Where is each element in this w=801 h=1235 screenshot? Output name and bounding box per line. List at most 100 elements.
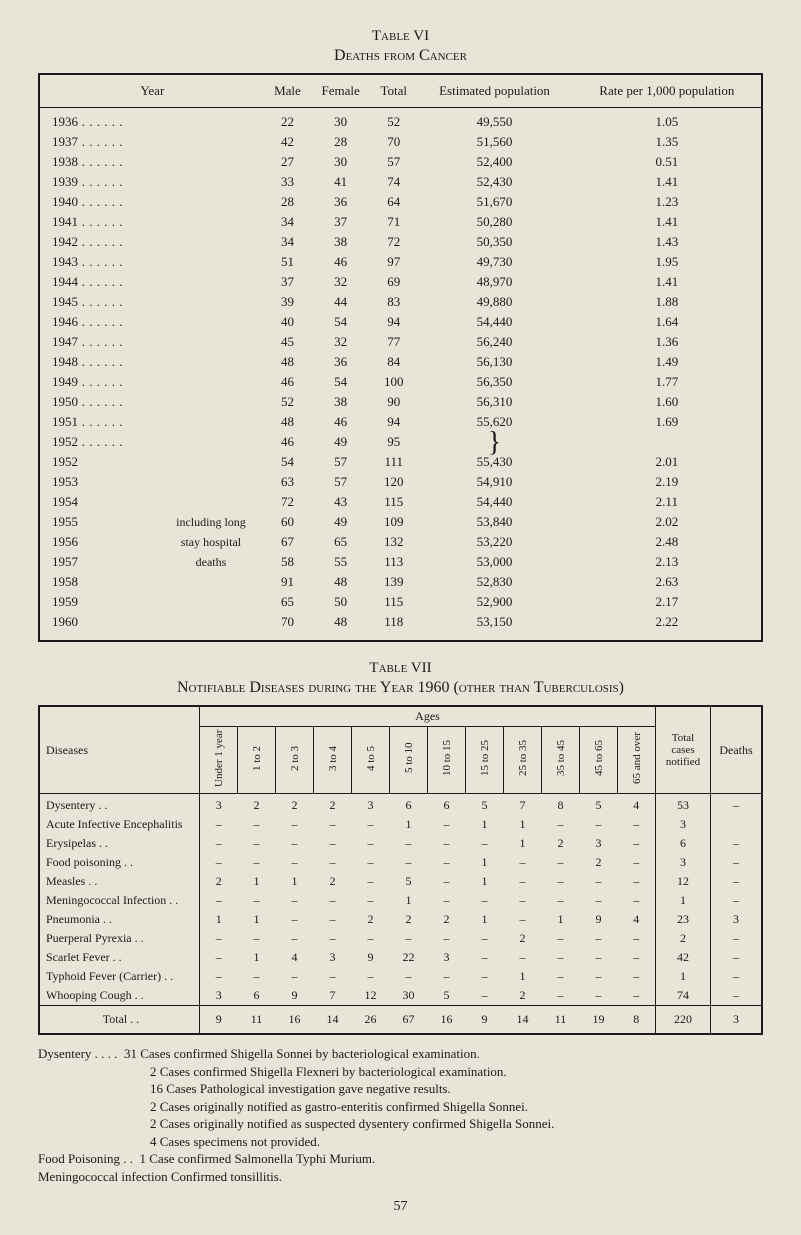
cell-total: 84	[371, 352, 416, 372]
cell-value: –	[618, 929, 656, 948]
cell-note	[157, 332, 264, 352]
cell-value: 6	[390, 794, 428, 816]
cell-total-value: 11	[542, 1006, 580, 1035]
cell-value: –	[542, 986, 580, 1006]
cell-rate: 2.01	[573, 452, 762, 472]
cell-value: –	[580, 815, 618, 834]
cell-deaths: –	[711, 794, 763, 816]
cell-male: 27	[265, 152, 311, 172]
cell-total: 2	[656, 929, 711, 948]
th-age: 3 to 4	[314, 727, 352, 794]
cell-female: 49	[310, 512, 371, 532]
cell-total: 115	[371, 592, 416, 612]
table-row: 1953635712054,9102.19	[39, 472, 762, 492]
cell-value: 4	[276, 948, 314, 967]
cell-female: 48	[310, 572, 371, 592]
cell-female: 46	[310, 252, 371, 272]
cell-rate: 2.11	[573, 492, 762, 512]
cell-value: 2	[504, 929, 542, 948]
cell-value: –	[276, 967, 314, 986]
cell-note	[157, 252, 264, 272]
cell-year: 1959	[39, 592, 157, 612]
cell-total: 83	[371, 292, 416, 312]
cell-value: –	[238, 834, 276, 853]
cell-year: 1943	[39, 252, 157, 272]
cell-male: 65	[265, 592, 311, 612]
table-row: 193933417452,4301.41	[39, 172, 762, 192]
cell-value: 1	[200, 910, 238, 929]
th-pop: Estimated population	[416, 74, 572, 108]
cell-value: 5	[428, 986, 466, 1006]
cell-total: 120	[371, 472, 416, 492]
cell-value: 3	[200, 794, 238, 816]
table-row: 194351469749,7301.95	[39, 252, 762, 272]
cell-rate	[573, 432, 762, 452]
table-row: 1952545711155,4302.01	[39, 452, 762, 472]
th-rate: Rate per 1,000 population	[573, 74, 762, 108]
cell-rate: 1.60	[573, 392, 762, 412]
cell-rate: 1.49	[573, 352, 762, 372]
cell-value: –	[276, 853, 314, 872]
cell-value: 2	[276, 794, 314, 816]
cell-value: –	[618, 986, 656, 1006]
cell-note	[157, 312, 264, 332]
cell-total: 52	[371, 108, 416, 133]
cell-value: 6	[428, 794, 466, 816]
cell-total-cases: 220	[656, 1006, 711, 1035]
cell-female: 44	[310, 292, 371, 312]
cell-value: 5	[466, 794, 504, 816]
cell-disease: Measles . .	[39, 872, 200, 891]
cell-total: 132	[371, 532, 416, 552]
cell-male: 42	[265, 132, 311, 152]
cell-value: 3	[314, 948, 352, 967]
cell-value: 1	[504, 834, 542, 853]
cell-value: 1	[504, 967, 542, 986]
cell-total: 3	[656, 853, 711, 872]
cell-value: –	[504, 872, 542, 891]
cell-note	[157, 472, 264, 492]
cell-value: –	[276, 929, 314, 948]
cell-total: 111	[371, 452, 416, 472]
cell-value: 1	[504, 815, 542, 834]
table-row: 1952464995}	[39, 432, 762, 452]
cell-note	[157, 292, 264, 312]
cell-year: 1958	[39, 572, 157, 592]
cell-year: 1945	[39, 292, 157, 312]
cell-deaths: –	[711, 834, 763, 853]
cell-year: 1952	[39, 452, 157, 472]
cell-value: –	[390, 834, 428, 853]
cell-total: 71	[371, 212, 416, 232]
th-total-cases: Total cases notified	[656, 706, 711, 794]
table-row: 1959655011552,9002.17	[39, 592, 762, 612]
cell-value: –	[238, 967, 276, 986]
cell-value: 1	[390, 815, 428, 834]
cell-male: 28	[265, 192, 311, 212]
cell-year: 1946	[39, 312, 157, 332]
cell-year: 1940	[39, 192, 157, 212]
cell-value: –	[618, 815, 656, 834]
cell-value: –	[238, 815, 276, 834]
cell-pop: 54,440	[416, 312, 572, 332]
cell-pop: 50,280	[416, 212, 572, 232]
cell-rate: 1.64	[573, 312, 762, 332]
th-age: 4 to 5	[352, 727, 390, 794]
cell-deaths: –	[711, 967, 763, 986]
cell-male: 67	[265, 532, 311, 552]
cell-note	[157, 392, 264, 412]
table-row: Whooping Cough . .369712305–2–––74–	[39, 986, 762, 1006]
cell-note	[157, 452, 264, 472]
cell-male: 60	[265, 512, 311, 532]
cell-total: 90	[371, 392, 416, 412]
cell-value: –	[428, 967, 466, 986]
table7: Diseases Ages Total cases notified Death…	[38, 705, 763, 1035]
cell-disease: Food poisoning . .	[39, 853, 200, 872]
cell-value: 2	[580, 853, 618, 872]
cell-total-deaths: 3	[711, 1006, 763, 1035]
cell-female: 36	[310, 192, 371, 212]
table-row: Dysentery . .32223665785453–	[39, 794, 762, 816]
cell-total: 139	[371, 572, 416, 592]
cell-male: 37	[265, 272, 311, 292]
cell-deaths: –	[711, 891, 763, 910]
cell-disease: Acute Infective Encephalitis	[39, 815, 200, 834]
cell-male: 46	[265, 372, 311, 392]
